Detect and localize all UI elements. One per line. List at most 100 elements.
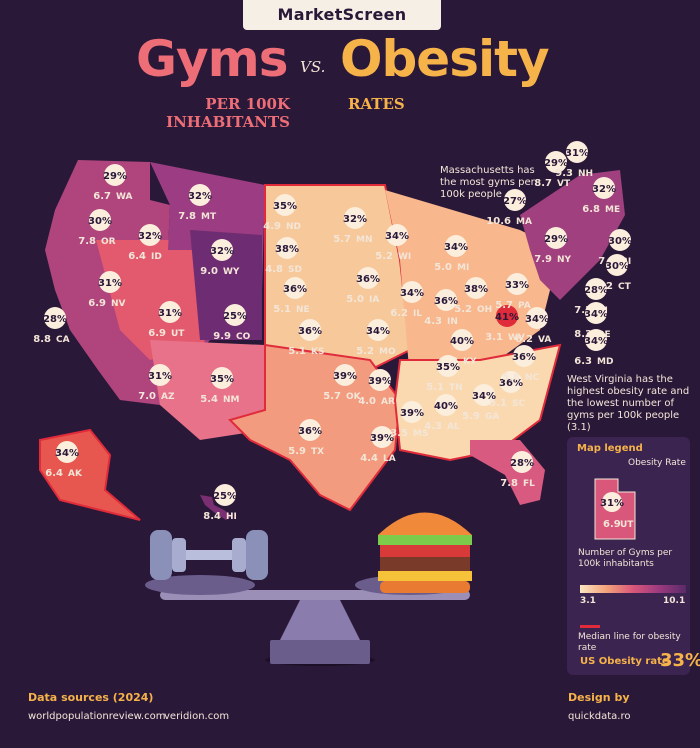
state-mn: 32% 5.7 MN — [333, 207, 373, 245]
obesity-badge — [149, 364, 171, 386]
burger-illustration — [378, 512, 472, 593]
obesity-value: 39% — [368, 376, 392, 387]
gyms-value: 9.3 — [555, 168, 573, 179]
state-sc: 36% 5.1 SC — [489, 371, 525, 409]
obesity-badge — [445, 235, 467, 257]
state-mi: 34% 5.0 MI — [434, 235, 469, 273]
obesity-value: 36% — [283, 284, 307, 295]
obesity-badge — [435, 394, 457, 416]
obesity-value: 36% — [499, 378, 523, 389]
state-abbr: ME — [605, 205, 620, 215]
gyms-value: 5.0 — [346, 294, 364, 305]
gyms-value: 7.0 — [138, 391, 156, 402]
obesity-value: 31% — [148, 371, 172, 382]
gyms-value: 5.1 — [489, 398, 507, 409]
obesity-value: 34% — [55, 448, 79, 459]
gyms-value: 5.1 — [426, 382, 444, 393]
state-abbr: SD — [288, 265, 302, 275]
state-md: 34% 6.3 MD — [574, 329, 613, 367]
obesity-badge — [506, 273, 528, 295]
obesity-value: 34% — [366, 326, 390, 337]
obesity-badge — [585, 278, 607, 300]
state-abbr: OR — [101, 237, 116, 247]
obesity-badge — [224, 304, 246, 326]
obesity-badge — [371, 426, 393, 448]
gyms-value: 8.7 — [534, 178, 552, 189]
state-abbr: VT — [557, 179, 571, 189]
state-tx: 36% 5.9 TX — [288, 419, 324, 457]
state-wi: 34% 5.2 WI — [375, 224, 411, 262]
map-southwest-region — [150, 340, 265, 440]
state-abbr: ID — [151, 252, 162, 262]
state-nh: 31% 9.3 NH — [555, 141, 593, 179]
obesity-value: 34% — [472, 391, 496, 402]
obesity-badge — [585, 329, 607, 351]
obesity-value: 29% — [544, 234, 568, 245]
obesity-value: 33% — [505, 280, 529, 291]
obesity-value: 34% — [525, 314, 549, 325]
obesity-value: 31% — [158, 308, 182, 319]
state-ut: 31% 6.9 UT — [148, 301, 185, 339]
state-abbr: PA — [518, 301, 531, 311]
obesity-value: 27% — [503, 196, 527, 207]
state-abbr: CA — [56, 335, 70, 345]
obesity-badge — [473, 384, 495, 406]
obesity-value: 36% — [298, 426, 322, 437]
gyms-value: 6.2 — [390, 308, 408, 319]
obesity-value: 36% — [356, 274, 380, 285]
obesity-value: 30% — [608, 236, 632, 247]
state-abbr: NC — [525, 373, 540, 383]
obesity-value: 25% — [213, 491, 237, 502]
obesity-value: 41% — [495, 312, 519, 323]
state-abbr: MS — [413, 429, 428, 439]
gyms-value: 6.2 — [515, 334, 533, 345]
state-me: 32% 6.8 ME — [582, 177, 620, 215]
obesity-badge — [609, 229, 631, 251]
design-title: Design by — [568, 691, 630, 704]
gyms-value: 5.0 — [434, 262, 452, 273]
obesity-badge — [334, 364, 356, 386]
state-wv: 41% 3.1 WV — [485, 305, 525, 343]
obesity-badge — [44, 307, 66, 329]
obesity-value: 25% — [223, 311, 247, 322]
legend-gradient — [580, 585, 686, 593]
state-nv: 31% 6.9 NV — [88, 271, 126, 309]
obesity-badge — [367, 319, 389, 341]
obesity-value: 35% — [273, 201, 297, 212]
source-link-2[interactable]: veridion.com — [164, 711, 230, 722]
state-abbr: NH — [578, 169, 593, 179]
state-abbr: WY — [223, 267, 240, 277]
obesity-value: 31% — [565, 148, 589, 159]
wv-annotation: West Virginia has the highest obesity ra… — [567, 374, 690, 433]
obesity-badge — [386, 224, 408, 246]
state-in: 36% 4.3 IN — [424, 289, 458, 327]
state-abbr: LA — [383, 454, 396, 464]
gyms-value: 4.8 — [265, 264, 283, 275]
us-obesity-value: 33% — [660, 650, 700, 671]
state-abbr: KS — [311, 347, 324, 357]
state-az: 31% 7.0 AZ — [138, 364, 175, 402]
obesity-value: 39% — [370, 433, 394, 444]
obesity-badge — [496, 305, 518, 327]
gyms-value: 9.0 — [200, 266, 218, 277]
state-ar: 39% 4.0 AR — [358, 369, 395, 407]
state-wa: 29% 6.7 WA — [93, 164, 133, 202]
state-abbr: MO — [379, 347, 396, 357]
source-link-1[interactable]: worldpopulationreview.com — [28, 711, 166, 722]
map-northeast-region — [520, 170, 625, 300]
state-tn: 35% 5.1 TN — [426, 355, 463, 393]
state-ok: 39% 5.7 OK — [323, 364, 362, 402]
legend-example-gyms: 6.9 — [603, 519, 621, 530]
gyms-value: 6.3 — [574, 356, 592, 367]
obesity-badge — [437, 355, 459, 377]
obesity-value: 35% — [210, 374, 234, 385]
gyms-value: 7.3 — [574, 305, 592, 316]
obesity-value: 40% — [450, 336, 474, 347]
obesity-value: 34% — [400, 288, 424, 299]
legend-gyms-label: Number of Gyms per 100k inhabitants — [578, 548, 673, 569]
design-credit[interactable]: quickdata.ro — [568, 711, 631, 722]
gyms-value: 5.2 — [356, 346, 374, 357]
legend-obesity-label: Obesity Rate — [628, 458, 686, 468]
obesity-value: 36% — [298, 326, 322, 337]
